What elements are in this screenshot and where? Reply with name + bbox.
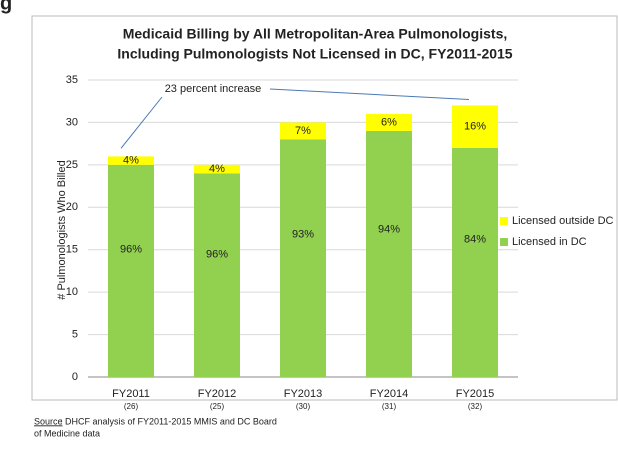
source-text: of Medicine data bbox=[34, 428, 100, 438]
bar-segment bbox=[366, 130, 412, 377]
data-label: 84% bbox=[464, 233, 486, 245]
x-tick-label: FY2013 bbox=[284, 388, 323, 400]
bar-segment bbox=[194, 164, 240, 174]
x-tick-sublabel: (26) bbox=[124, 402, 139, 411]
legend-swatch bbox=[500, 238, 508, 246]
data-label: 96% bbox=[206, 249, 228, 261]
y-tick-label: 5 bbox=[72, 328, 78, 340]
x-tick-sublabel: (31) bbox=[382, 402, 397, 411]
x-tick-sublabel: (32) bbox=[468, 402, 483, 411]
chart-title: Including Pulmonologists Not Licensed in… bbox=[117, 46, 512, 62]
annotation-line bbox=[120, 96, 163, 149]
bar-segment bbox=[452, 147, 498, 377]
bar-segment bbox=[194, 173, 240, 377]
annotation: 23 percent increase bbox=[165, 83, 262, 95]
bar-segment bbox=[108, 156, 154, 165]
chart-title: Medicaid Billing by All Metropolitan-Are… bbox=[123, 26, 508, 42]
x-tick-label: FY2014 bbox=[370, 388, 409, 400]
x-tick-label: FY2012 bbox=[198, 388, 237, 400]
data-label: 7% bbox=[295, 125, 311, 137]
bar-segment bbox=[280, 122, 326, 140]
data-label: 96% bbox=[120, 244, 142, 256]
y-axis-label: # Pulmonologists Who Billed bbox=[56, 160, 68, 299]
legend-label: Licensed outside DC bbox=[512, 215, 614, 227]
data-label: 93% bbox=[292, 228, 314, 240]
chart-frame bbox=[31, 15, 618, 401]
source-text: : DHCF analysis of FY2011-2015 MMIS and … bbox=[60, 416, 277, 426]
y-tick-label: 35 bbox=[66, 74, 78, 86]
cropped-heading: g bbox=[0, 0, 12, 14]
y-tick-label: 0 bbox=[72, 371, 78, 383]
bar-segment bbox=[280, 139, 326, 377]
data-label: 16% bbox=[464, 121, 486, 133]
data-label: 4% bbox=[209, 163, 225, 175]
data-label: 94% bbox=[378, 223, 400, 235]
annotation-line bbox=[269, 88, 470, 100]
x-tick-label: FY2015 bbox=[456, 388, 495, 400]
data-label: 6% bbox=[381, 116, 397, 128]
bar-segment bbox=[108, 164, 154, 377]
x-tick-sublabel: (25) bbox=[210, 402, 225, 411]
data-label: 4% bbox=[123, 155, 139, 167]
bar-segment bbox=[452, 105, 498, 148]
legend-swatch bbox=[500, 217, 508, 225]
source-label: Source bbox=[34, 416, 63, 426]
x-tick-sublabel: (30) bbox=[296, 402, 311, 411]
y-tick-label: 20 bbox=[66, 201, 78, 213]
y-tick-label: 15 bbox=[66, 244, 78, 256]
y-tick-label: 25 bbox=[66, 159, 78, 171]
x-tick-label: FY2011 bbox=[112, 388, 150, 400]
legend-label: Licensed in DC bbox=[512, 236, 587, 248]
bar-segment bbox=[366, 113, 412, 131]
y-tick-label: 30 bbox=[66, 116, 78, 128]
y-tick-label: 10 bbox=[66, 286, 78, 298]
